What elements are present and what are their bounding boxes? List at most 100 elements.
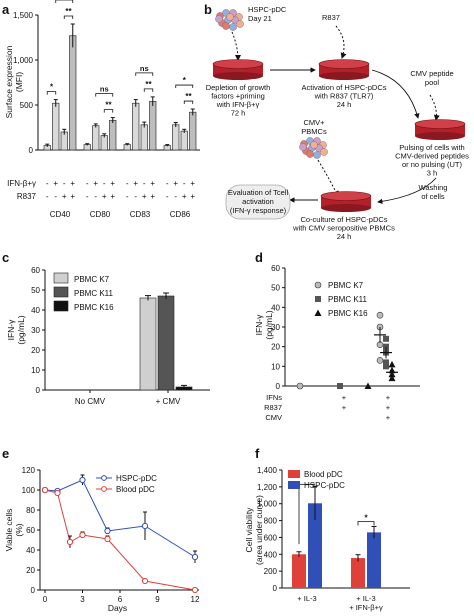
a-bar [189, 111, 197, 151]
d-legend-marker [314, 309, 322, 316]
hspc-cell-icon [222, 22, 230, 30]
a-significance-bracket [95, 93, 114, 97]
a-ifn-sign: - [86, 179, 89, 188]
d-legend-label: PBMC K7 [328, 281, 364, 290]
dish-pulsing-top [414, 119, 466, 129]
a-significance-bracket [46, 91, 57, 95]
a-bar [149, 101, 157, 151]
d-y-axis-title: IFN-γ(pg/mL) [254, 310, 274, 339]
pbmc-cell-icon [313, 151, 321, 159]
f-legend-swatch [288, 481, 300, 489]
a-ifn-sign: - [126, 179, 129, 188]
d-y-tick-label: 20 [271, 343, 280, 352]
a-category-label: CD83 [130, 210, 151, 219]
e-y-axis-title: Viable cells(%) [4, 509, 24, 552]
a-significance-bracket [175, 84, 194, 89]
d-y-tick-label: 10 [271, 362, 280, 371]
a-significance-bracket [183, 100, 194, 105]
c-bar [157, 295, 175, 391]
d-legend-label: PBMC K16 [328, 309, 368, 318]
pbmc-cell-icon [306, 150, 314, 158]
hspc-cell-icon [226, 13, 234, 21]
f-y-axis-title: Cell viability(area under curve) [244, 495, 264, 565]
r837-arrow [335, 25, 347, 59]
panel-label-b: b [204, 2, 212, 17]
f-legend-label: Blood pDC [304, 470, 343, 479]
e-data-point [191, 586, 199, 594]
f-y-tick-label: 1,200 [257, 483, 278, 492]
a-y-tick-label: 1,000 [13, 56, 34, 65]
a-r837-sign: - [86, 192, 89, 201]
step-evaluation-label: Evaluation of Tcell activation (IFN-γ resp… [228, 188, 289, 215]
c-y-tick-label: 0 [36, 386, 41, 395]
hspc-cell-icon [215, 15, 223, 23]
d-row-label: R837 [264, 403, 282, 412]
a-row-label-ifn: IFN-β+γ [7, 179, 36, 188]
d-y-tick-label: 30 [271, 323, 280, 332]
a-r837-sign: + [62, 192, 67, 201]
a-significance-label: * [50, 83, 54, 92]
panel-a-chart: 0 500 1,000 1,500 Surface expression(MFI) CD4… [4, 0, 200, 219]
a-ifn-sign: - [183, 179, 186, 188]
a-ifn-sign: + [133, 179, 138, 188]
f-y-tick-label: 1,000 [257, 500, 278, 509]
f-significance-bracket [357, 521, 375, 526]
d-y-tick-label: 0 [276, 382, 281, 391]
d-condition-sign: + [386, 403, 391, 412]
a-r837-sign: - [166, 192, 169, 201]
panel-d-chart: 0 10 20 30 40 50 60 IFN-γ(pg/mL) PBMC K7 PBMC K11… [254, 264, 420, 422]
a-bar [172, 124, 180, 151]
a-ifn-sign: - [143, 179, 146, 188]
d-data-point [383, 335, 389, 342]
e-legend-marker [101, 475, 107, 481]
f-bar [351, 558, 365, 588]
c-y-tick-label: 50 [31, 286, 40, 295]
a-significance-bracket [55, 0, 74, 3]
e-y-tick-label: 40 [26, 546, 35, 555]
a-ifn-sign: - [103, 179, 106, 188]
e-data-point [79, 531, 86, 539]
c-legend-label: PBMC K11 [74, 289, 114, 298]
dish-priming-bottom [213, 72, 263, 80]
e-series-line [44, 489, 196, 591]
a-ifn-sign: + [190, 179, 195, 188]
c-y-tick-label: 40 [31, 306, 40, 315]
d-condition-sign: + [386, 393, 391, 402]
e-y-tick-label: 60 [26, 526, 35, 535]
a-ifn-sign: + [110, 179, 115, 188]
dish-pulsing-bottom [415, 132, 465, 140]
panel-e-chart: 0 20 40 60 80 100 120 Viable cells(%) 0 3 6 9 12 Days… [4, 466, 200, 613]
e-legend-label: Blood pDC [116, 485, 155, 494]
d-legend-marker [315, 296, 321, 302]
a-bar [180, 130, 188, 151]
f-y-tick-label: 0 [273, 584, 278, 593]
a-y-axis-title: Surface expression(MFI) [4, 45, 24, 118]
a-category-label: CD86 [170, 210, 191, 219]
a-ifn-sign: + [70, 179, 75, 188]
f-x-tick-label: + IL-3 [297, 594, 316, 603]
f-x-tick-label: + IL-3 + IFN-β+γ [349, 594, 383, 612]
d-condition-sign: + [342, 393, 347, 402]
a-ifn-sign: + [150, 179, 155, 188]
a-r837-sign: + [102, 192, 107, 201]
e-data-point [191, 553, 199, 561]
pbmc-label: CMV+ PBMCs [301, 118, 327, 136]
e-legend-marker [101, 486, 107, 492]
a-ifn-sign: + [173, 179, 178, 188]
e-y-tick-label: 80 [26, 506, 35, 515]
a-bar [69, 35, 77, 151]
e-y-tick-label: 20 [26, 566, 35, 575]
e-x-axis-title: Days [108, 603, 127, 613]
panel-c-chart: 0 10 20 30 40 50 60 IFN-γ(pg/mL) No CMV + CMV PBMC… [6, 266, 210, 406]
a-y-tick-label: 500 [20, 101, 34, 110]
e-x-tick-label: 6 [118, 595, 123, 604]
f-y-tick-label: 800 [264, 517, 278, 526]
a-r837-sign: + [70, 192, 75, 201]
d-y-tick-label: 60 [271, 264, 280, 273]
step-pulsing-label: Pulsing of cells with CMV-derived peptide… [395, 143, 469, 178]
c-y-tick-label: 30 [31, 326, 40, 335]
hspc-cell-icon [236, 20, 244, 28]
panel-label-d: d [255, 250, 263, 265]
a-significance-bracket [143, 88, 154, 92]
d-data-point [388, 360, 396, 368]
